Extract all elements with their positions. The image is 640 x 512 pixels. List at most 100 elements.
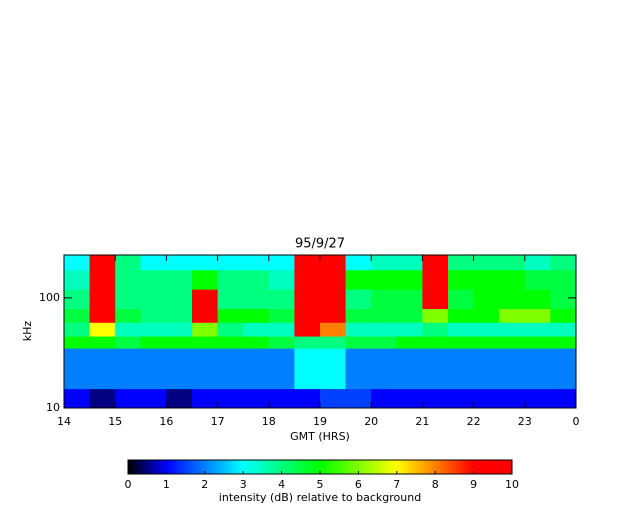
- heat-cell: [345, 308, 372, 323]
- heat-cell: [320, 255, 347, 271]
- heat-cell: [473, 289, 500, 310]
- heat-cell: [89, 348, 116, 390]
- colorbar-tick-label: 0: [125, 478, 132, 491]
- heat-cell: [115, 308, 142, 323]
- heat-cell: [192, 348, 219, 390]
- heat-cell: [64, 322, 91, 337]
- heat-cell: [473, 348, 500, 390]
- heat-cell: [115, 322, 142, 337]
- heat-cell: [268, 255, 295, 271]
- colorbar-tick-label: 9: [470, 478, 477, 491]
- heat-cell: [115, 289, 142, 310]
- heat-cell: [294, 348, 321, 390]
- heat-cell: [550, 269, 577, 290]
- colorbar-tick-label: 1: [163, 478, 170, 491]
- heat-cell: [371, 269, 398, 290]
- x-tick-label: 0: [573, 415, 580, 428]
- heat-cell: [345, 269, 372, 290]
- heat-cell: [396, 289, 423, 310]
- x-tick-label: 14: [57, 415, 71, 428]
- heat-cell: [166, 269, 193, 290]
- heat-cell: [192, 336, 219, 349]
- y-tick-label: 100: [39, 291, 60, 304]
- heat-cell: [243, 388, 270, 409]
- x-tick-label: 22: [467, 415, 481, 428]
- x-tick-label: 16: [159, 415, 173, 428]
- heat-cell: [550, 255, 577, 271]
- heat-cell: [115, 336, 142, 349]
- heat-cell: [550, 308, 577, 323]
- heat-cell: [473, 255, 500, 271]
- heat-cell: [524, 348, 551, 390]
- colorbar-tick-label: 5: [317, 478, 324, 491]
- heat-cell: [140, 348, 167, 390]
- heat-cell: [217, 348, 244, 390]
- heat-cell: [217, 322, 244, 337]
- heat-cell: [243, 255, 270, 271]
- heat-cell: [473, 269, 500, 290]
- heat-cell: [396, 255, 423, 271]
- colorbar-tick-label: 8: [432, 478, 439, 491]
- heat-cell: [550, 348, 577, 390]
- heat-cell: [166, 322, 193, 337]
- heat-cell: [422, 388, 449, 409]
- heat-cell: [371, 336, 398, 349]
- heat-cell: [268, 388, 295, 409]
- heat-cell: [320, 336, 347, 349]
- heat-cell: [448, 289, 475, 310]
- colorbar-tick-label: 4: [278, 478, 285, 491]
- heat-cell: [396, 269, 423, 290]
- heat-cell: [294, 388, 321, 409]
- heat-cell: [268, 289, 295, 310]
- heat-cell: [320, 289, 347, 310]
- x-tick-label: 18: [262, 415, 276, 428]
- heat-cell: [140, 308, 167, 323]
- heat-cell: [243, 289, 270, 310]
- heat-cell: [320, 308, 347, 323]
- heat-cell: [345, 255, 372, 271]
- heat-cell: [64, 289, 91, 310]
- heat-cell: [166, 348, 193, 390]
- heat-cell: [217, 388, 244, 409]
- heat-cell: [422, 336, 449, 349]
- heat-cell: [320, 388, 347, 409]
- heat-cell: [115, 388, 142, 409]
- heat-cell: [422, 348, 449, 390]
- heat-cell: [294, 255, 321, 271]
- heat-cell: [217, 255, 244, 271]
- heat-cell: [524, 289, 551, 310]
- heat-cell: [89, 255, 116, 271]
- heat-cell: [243, 322, 270, 337]
- heat-cell: [371, 289, 398, 310]
- heat-cell: [499, 255, 526, 271]
- heat-cell: [64, 308, 91, 323]
- heat-cell: [448, 308, 475, 323]
- heat-cell: [64, 269, 91, 290]
- colorbar-label: intensity (dB) relative to background: [219, 491, 421, 504]
- y-tick-label: 10: [46, 401, 60, 414]
- heat-cell: [396, 336, 423, 349]
- heat-cell: [64, 388, 91, 409]
- heat-cell: [550, 388, 577, 409]
- heat-cell: [166, 289, 193, 310]
- heat-cell: [524, 269, 551, 290]
- heat-cell: [320, 269, 347, 290]
- heat-cell: [268, 308, 295, 323]
- heat-cell: [294, 322, 321, 337]
- heat-cell: [524, 255, 551, 271]
- heat-cell: [89, 322, 116, 337]
- heat-cell: [89, 388, 116, 409]
- chart-title: 95/9/27: [295, 237, 345, 252]
- heat-cell: [268, 348, 295, 390]
- x-tick-label: 20: [364, 415, 378, 428]
- heat-cell: [217, 308, 244, 323]
- heat-cell: [524, 308, 551, 323]
- heat-cell: [473, 308, 500, 323]
- heat-cell: [396, 322, 423, 337]
- x-tick-label: 19: [313, 415, 327, 428]
- heat-cell: [371, 388, 398, 409]
- heat-cell: [64, 336, 91, 349]
- x-tick-label: 17: [211, 415, 225, 428]
- heat-cell: [345, 322, 372, 337]
- heat-cell: [89, 289, 116, 310]
